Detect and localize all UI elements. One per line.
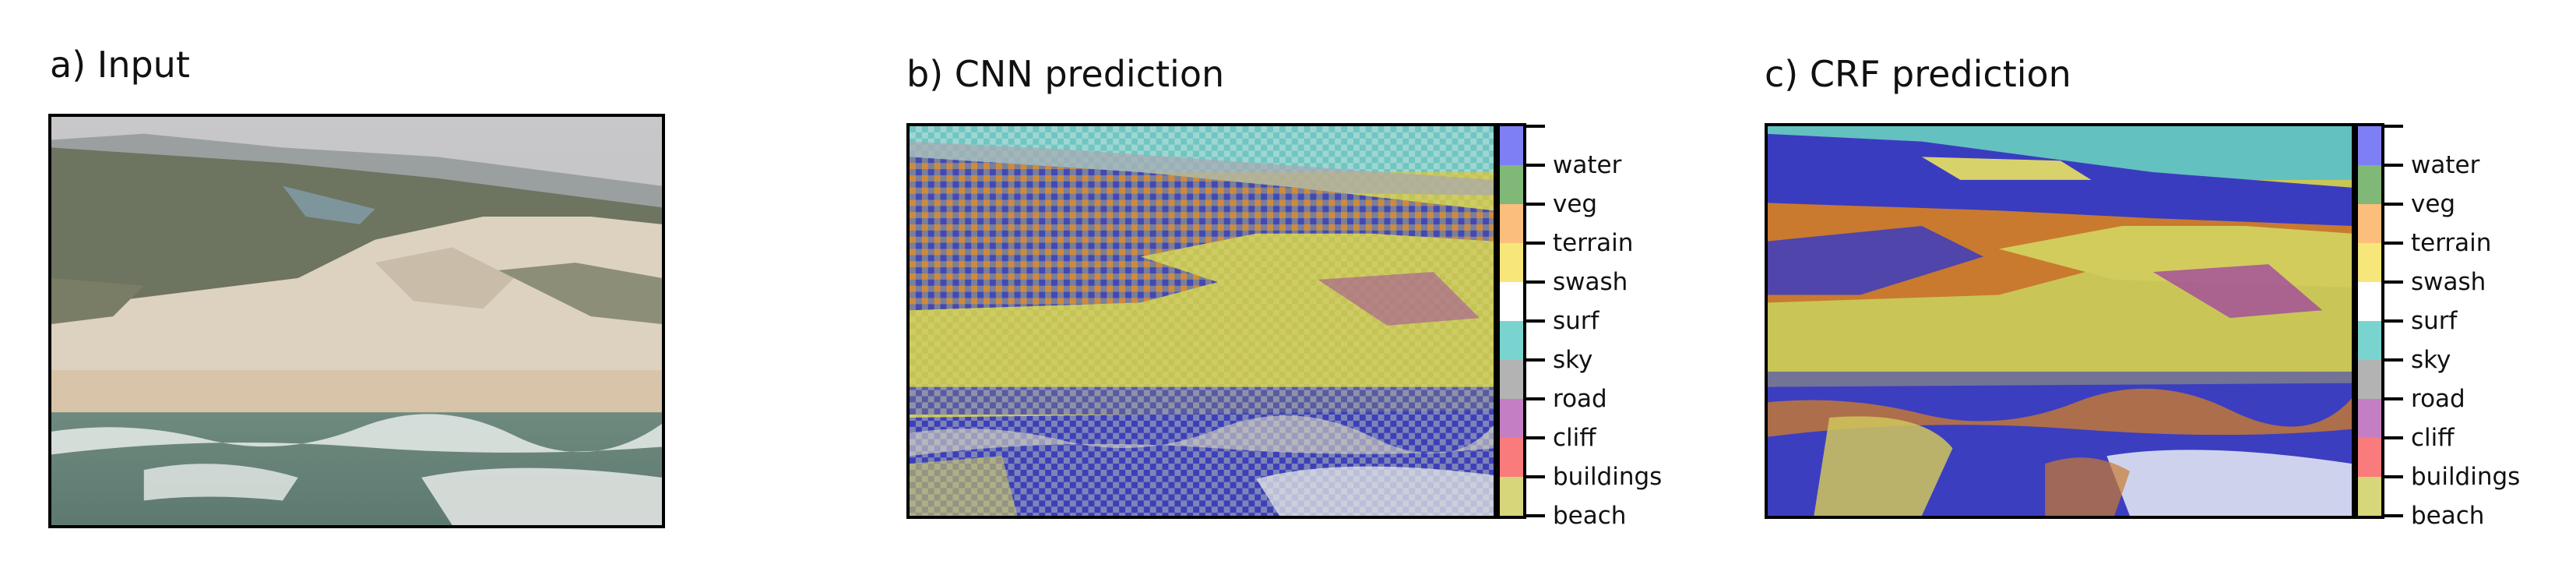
colorbar-tick	[1525, 358, 1545, 362]
colorbar-tick	[2383, 319, 2403, 323]
colorbar-tick	[2383, 436, 2403, 439]
legend-label-swash: swash	[1553, 268, 1628, 296]
colorbar-tick	[1525, 514, 1545, 517]
colorbar-tick	[1525, 242, 1545, 245]
colorbar-crf	[2355, 123, 2384, 519]
swatch-swash	[1500, 243, 1523, 282]
legend-label-swash: swash	[2411, 268, 2486, 296]
swatch-buildings	[1500, 438, 1523, 477]
colorbar-tick	[1525, 125, 1545, 128]
cnn-prediction-image	[906, 123, 1497, 519]
input-photo	[48, 114, 665, 528]
colorbar-tick	[2383, 242, 2403, 245]
swatch-beach	[1500, 477, 1523, 516]
colorbar-tick	[2383, 397, 2403, 400]
colorbar-tick	[2383, 358, 2403, 362]
legend-label-terrain: terrain	[2411, 229, 2492, 257]
swatch-terrain	[2358, 204, 2381, 243]
colorbar-tick	[1525, 397, 1545, 400]
colorbar-tick	[1525, 280, 1545, 284]
legend-label-beach: beach	[2411, 502, 2485, 530]
legend-label-road: road	[2411, 385, 2465, 413]
panel-a-title: a) Input	[50, 44, 190, 86]
crf-prediction-image	[1765, 123, 2355, 519]
colorbar-tick	[2383, 514, 2403, 517]
legend-label-water: water	[1553, 151, 1622, 179]
legend-label-surf: surf	[1553, 307, 1599, 335]
legend-label-cliff: cliff	[2411, 424, 2455, 452]
colorbar-tick	[1525, 436, 1545, 439]
colorbar-tick	[2383, 280, 2403, 284]
legend-label-sky: sky	[1553, 346, 1593, 374]
swatch-sky	[1500, 321, 1523, 360]
legend-label-veg: veg	[1553, 190, 1598, 218]
colorbar-tick	[1525, 475, 1545, 478]
legend-label-road: road	[1553, 385, 1607, 413]
colorbar-cnn	[1497, 123, 1526, 519]
swatch-cliff	[1500, 399, 1523, 438]
swatch-veg	[2358, 165, 2381, 204]
swatch-water	[1500, 126, 1523, 165]
swatch-cliff	[2358, 399, 2381, 438]
colorbar-tick	[1525, 203, 1545, 206]
legend-label-buildings: buildings	[1553, 463, 1663, 491]
swatch-beach	[2358, 477, 2381, 516]
swatch-swash	[2358, 243, 2381, 282]
swatch-sky	[2358, 321, 2381, 360]
swatch-surf	[2358, 282, 2381, 321]
legend-label-beach: beach	[1553, 502, 1627, 530]
colorbar-tick	[1525, 319, 1545, 323]
legend-label-surf: surf	[2411, 307, 2458, 335]
legend-label-water: water	[2411, 151, 2480, 179]
legend-label-sky: sky	[2411, 346, 2451, 374]
colorbar-tick	[1525, 164, 1545, 167]
swatch-water	[2358, 126, 2381, 165]
swatch-veg	[1500, 165, 1523, 204]
colorbar-tick	[2383, 475, 2403, 478]
legend-label-buildings: buildings	[2411, 463, 2521, 491]
swatch-buildings	[2358, 438, 2381, 477]
legend-label-cliff: cliff	[1553, 424, 1596, 452]
swatch-terrain	[1500, 204, 1523, 243]
panel-b-title: b) CNN prediction	[906, 53, 1225, 95]
swatch-surf	[1500, 282, 1523, 321]
colorbar-tick	[2383, 203, 2403, 206]
panel-c-title: c) CRF prediction	[1765, 53, 2071, 95]
swatch-road	[2358, 360, 2381, 399]
legend-label-terrain: terrain	[1553, 229, 1634, 257]
colorbar-tick	[2383, 125, 2403, 128]
swatch-road	[1500, 360, 1523, 399]
colorbar-tick	[2383, 164, 2403, 167]
legend-label-veg: veg	[2411, 190, 2456, 218]
